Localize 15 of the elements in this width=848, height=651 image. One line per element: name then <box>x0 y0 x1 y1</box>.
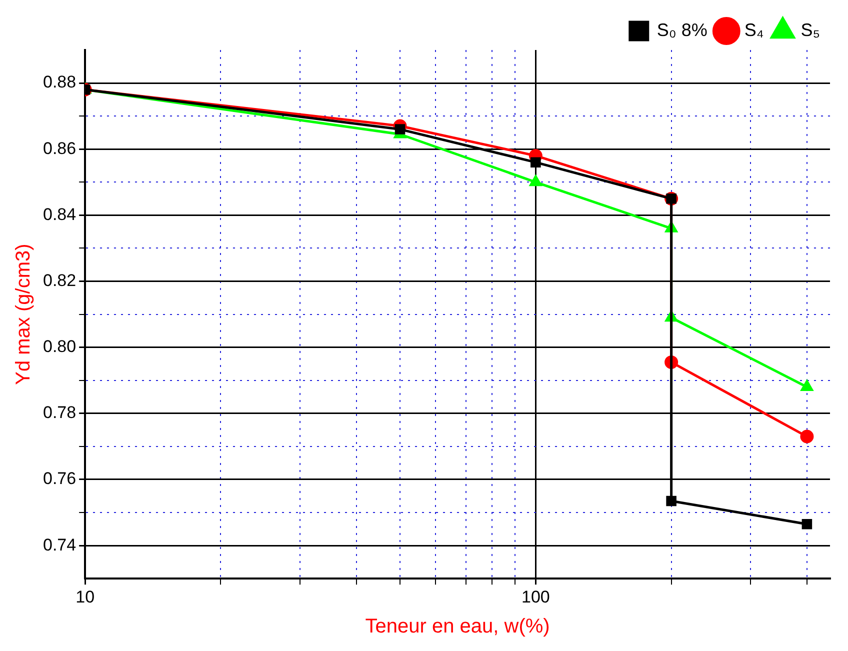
y-tick-label: 0.76 <box>42 469 76 488</box>
y-axis-title: Yd max (g/cm3) <box>12 244 35 385</box>
legend-label: S₀ 8% <box>656 20 708 40</box>
y-tick-label: 0.84 <box>42 204 76 224</box>
y-tick-label: 0.80 <box>42 337 76 356</box>
x-axis-title: Teneur en eau, w(%) <box>365 616 550 638</box>
x-tick-label: 10 <box>76 587 95 606</box>
y-tick-label: 0.88 <box>42 72 76 92</box>
legend-label: S₅ <box>800 20 820 40</box>
y-tick-label: 0.82 <box>42 270 76 290</box>
y-tick-label: 0.74 <box>42 535 76 554</box>
y-tick-label: 0.86 <box>42 138 76 158</box>
legend-label: S₄ <box>744 20 764 40</box>
y-tick-label: 0.78 <box>42 403 76 422</box>
x-tick-label: 100 <box>521 587 550 606</box>
